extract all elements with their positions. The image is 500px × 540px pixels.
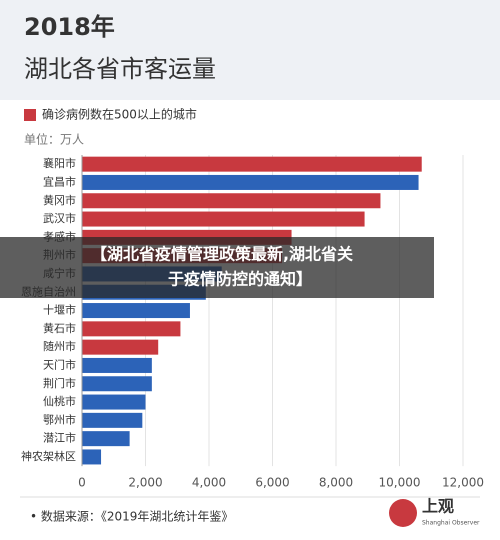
- y-tick-label: 黄石市: [43, 321, 76, 335]
- x-tick-label: 0: [78, 476, 86, 490]
- y-tick-label: 武汉市: [43, 211, 76, 225]
- legend-swatch: [24, 109, 36, 121]
- y-tick-label: 襄阳市: [43, 156, 76, 170]
- y-tick-label: 十堰市: [43, 303, 76, 317]
- y-tick-label: 荆门市: [43, 376, 76, 390]
- bar: [82, 339, 159, 355]
- x-tick-label: 6,000: [255, 476, 289, 490]
- bar: [82, 156, 422, 172]
- chart-title: 2018年: [24, 13, 115, 41]
- logo-name: 上观: [422, 497, 454, 516]
- bar: [82, 431, 130, 447]
- logo-icon: [389, 499, 417, 527]
- plot: 0 2,000 4,000 6,000 8,000 10,000 12,000 确诊病例数在5…: [21, 107, 484, 490]
- y-tick-label: 天门市: [43, 357, 76, 371]
- bar: [82, 394, 146, 410]
- unit-label: 单位：万人: [24, 132, 84, 147]
- x-tick-label: 4,000: [192, 476, 226, 490]
- source: • 数据来源：《2019年湖北统计年鉴》: [30, 509, 233, 524]
- banner-bg: [0, 237, 434, 298]
- bar: [82, 193, 381, 209]
- bar: [82, 303, 190, 319]
- y-tick-label: 黄冈市: [43, 193, 76, 207]
- banner-text: 【湖北省疫情管理政策最新,湖北省关: [91, 245, 353, 264]
- y-tick-label: 神农架林区: [21, 449, 76, 463]
- y-tick-label: 仙桃市: [43, 394, 76, 408]
- x-tick-label: 12,000: [442, 476, 484, 490]
- y-tick-label: 鄂州市: [43, 412, 76, 426]
- bar: [82, 412, 143, 428]
- y-tick-label: 宜昌市: [43, 174, 76, 188]
- chart-subtitle: 湖北各省市客运量: [24, 55, 216, 83]
- bar: [82, 211, 365, 227]
- x-tick-label: 8,000: [319, 476, 353, 490]
- bar: [82, 376, 152, 392]
- banner-text: 于疫情防控的通知】: [168, 270, 312, 289]
- legend-label: 确诊病例数在500以上的城市: [42, 107, 197, 122]
- header-bg: [0, 0, 500, 100]
- x-tick-label: 2,000: [128, 476, 162, 490]
- y-tick-label: 潜江市: [43, 431, 76, 445]
- x-tick-label: 10,000: [379, 476, 421, 490]
- bar: [82, 449, 102, 465]
- logo-subtitle: Shanghai Observer: [422, 520, 480, 527]
- bar: [82, 174, 419, 190]
- bar: [82, 357, 152, 373]
- bar: [82, 321, 181, 337]
- y-tick-label: 随州市: [43, 339, 76, 353]
